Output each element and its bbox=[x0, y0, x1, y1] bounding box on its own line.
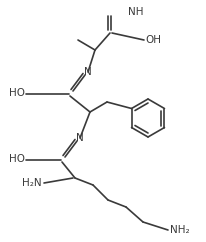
Text: HO: HO bbox=[9, 154, 25, 164]
Text: HO: HO bbox=[9, 88, 25, 98]
Text: NH₂: NH₂ bbox=[169, 225, 189, 235]
Text: N: N bbox=[84, 67, 91, 77]
Text: NH: NH bbox=[127, 7, 143, 17]
Text: H₂N: H₂N bbox=[22, 178, 42, 188]
Text: N: N bbox=[76, 133, 83, 143]
Text: OH: OH bbox=[144, 35, 160, 45]
